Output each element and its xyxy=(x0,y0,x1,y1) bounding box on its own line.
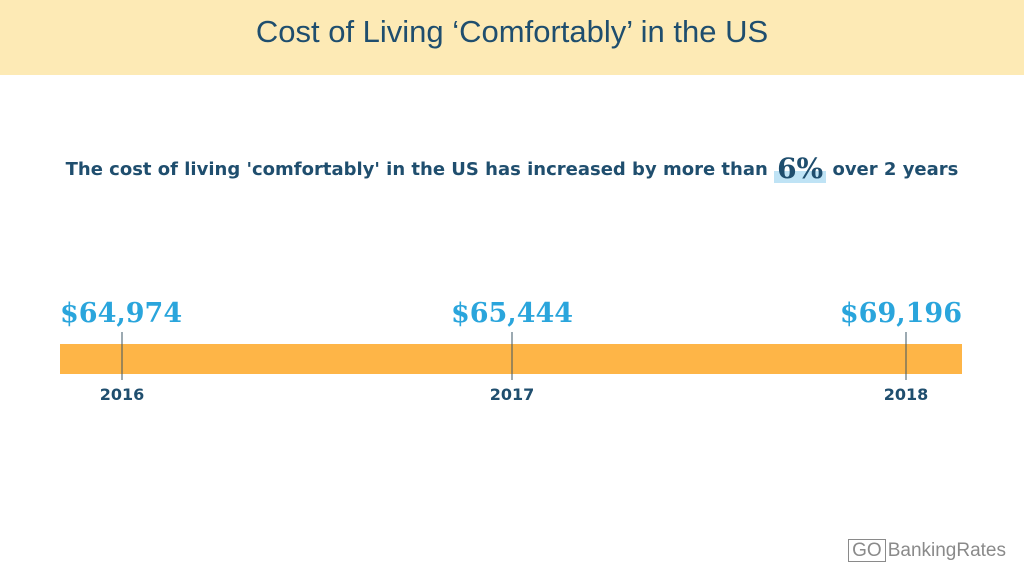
subtitle: The cost of living 'comfortably' in the … xyxy=(0,155,1024,183)
brand-logo-box: GO xyxy=(848,539,886,562)
brand-logo-text: BankingRates xyxy=(887,539,1006,561)
value-label: $69,196 xyxy=(840,298,962,329)
subtitle-highlight: 6% xyxy=(774,155,827,183)
value-label: $65,444 xyxy=(451,298,573,329)
year-label: 2018 xyxy=(884,385,929,404)
timeline-bar xyxy=(60,344,962,374)
year-label: 2016 xyxy=(100,385,145,404)
subtitle-text-end: over 2 years xyxy=(832,159,959,180)
subtitle-text: The cost of living 'comfortably' in the … xyxy=(65,159,768,180)
header-band xyxy=(0,0,1024,75)
brand-logo: GO BankingRates xyxy=(848,539,1006,562)
page-title: Cost of Living ‘Comfortably’ in the US xyxy=(255,14,769,49)
value-label: $64,974 xyxy=(60,298,182,329)
year-label: 2017 xyxy=(490,385,535,404)
